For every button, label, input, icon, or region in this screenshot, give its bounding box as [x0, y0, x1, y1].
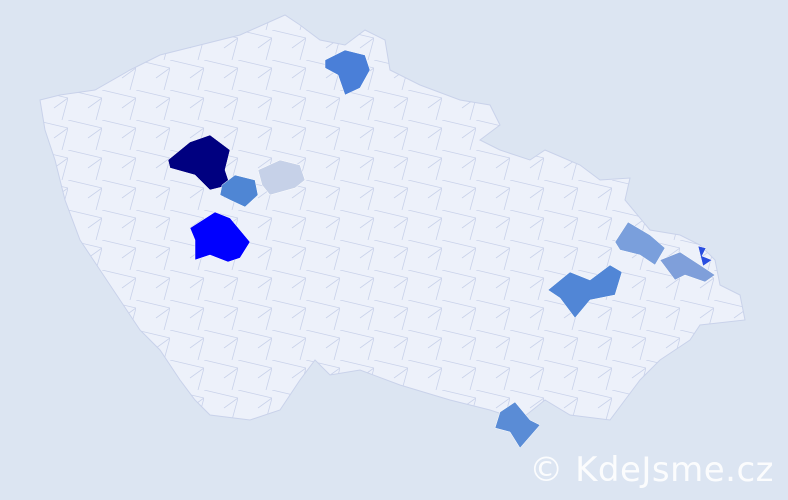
highlighted-district[interactable] — [219, 174, 259, 208]
highlighted-district[interactable] — [257, 159, 306, 196]
highlighted-district[interactable] — [697, 245, 713, 267]
district-grid — [40, 15, 745, 420]
highlighted-district[interactable] — [614, 221, 666, 266]
highlighted-district[interactable] — [659, 251, 716, 283]
highlighted-district[interactable] — [547, 264, 623, 319]
highlighted-district[interactable] — [324, 49, 371, 96]
highlighted-district[interactable] — [494, 401, 541, 449]
watermark: © KdeJsme.cz — [529, 450, 774, 490]
highlighted-district[interactable] — [167, 134, 231, 191]
highlighted-district[interactable] — [189, 211, 251, 263]
